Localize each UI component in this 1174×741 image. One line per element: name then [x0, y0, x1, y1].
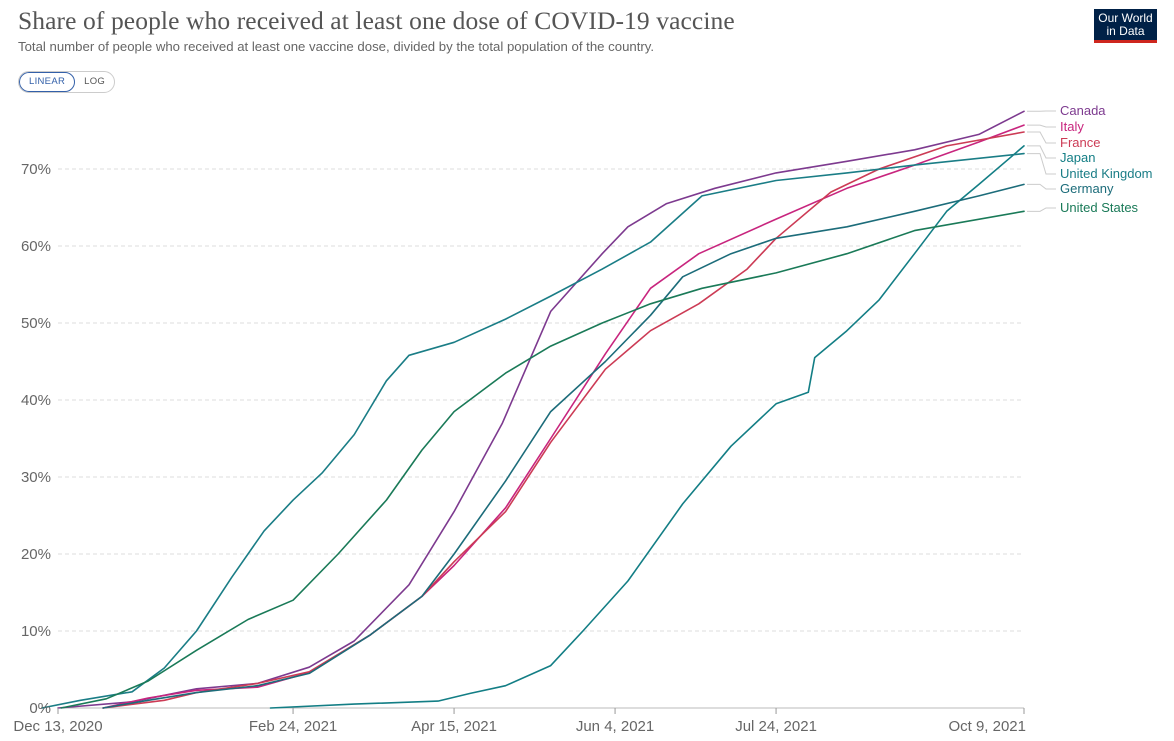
chart-title: Share of people who received at least on…	[18, 6, 735, 35]
series-label[interactable]: United States	[1060, 200, 1139, 215]
series-line-italy[interactable]	[102, 124, 1025, 709]
series-line-france[interactable]	[102, 131, 1025, 709]
series-line-japan[interactable]	[269, 145, 1025, 709]
log-scale-button[interactable]: LOG	[84, 76, 106, 87]
x-tick-label: Oct 9, 2021	[948, 718, 1026, 735]
series-line-canada[interactable]	[57, 110, 1025, 709]
linear-scale-button[interactable]: LINEAR	[19, 72, 76, 92]
x-tick-label: Feb 24, 2021	[249, 718, 337, 735]
axes: 0% 10% 20% 30% 40% 50% 60% 70% Dec 13, 2020 Feb 2…	[13, 161, 1026, 735]
series-label[interactable]: United Kingdom	[1060, 166, 1153, 181]
y-tick-label: 70%	[21, 161, 51, 178]
label-connector	[1027, 153, 1056, 175]
y-tick-label: 40%	[21, 392, 51, 409]
y-tick-label: 0%	[29, 700, 51, 717]
series-label[interactable]: Canada	[1060, 103, 1106, 118]
x-tick-label: Dec 13, 2020	[13, 718, 102, 735]
chart-subtitle: Total number of people who received at l…	[18, 39, 655, 54]
label-connector	[1027, 145, 1056, 159]
y-tick-label: 10%	[21, 623, 51, 640]
series-label[interactable]: Germany	[1060, 181, 1114, 196]
y-tick-label: 60%	[21, 238, 51, 255]
series-label[interactable]: Japan	[1060, 150, 1095, 165]
series-label[interactable]: France	[1060, 135, 1100, 150]
x-tick-label: Apr 15, 2021	[411, 718, 497, 735]
label-connector	[1027, 207, 1056, 212]
series-line-united-states[interactable]	[60, 210, 1025, 709]
logo-line-1: Our World	[1098, 11, 1153, 25]
logo-accent-bar	[1094, 40, 1157, 43]
series-label[interactable]: Italy	[1060, 119, 1084, 134]
label-connector	[1027, 124, 1056, 128]
logo-line-2: in Data	[1106, 24, 1145, 38]
grid	[58, 168, 1024, 709]
y-tick-label: 30%	[21, 469, 51, 486]
y-tick-label: 50%	[21, 315, 51, 332]
x-tick-label: Jul 24, 2021	[735, 718, 817, 735]
label-connector	[1027, 131, 1056, 144]
owid-logo[interactable]: Our World in Data	[1094, 9, 1157, 43]
y-tick-label: 20%	[21, 546, 51, 563]
x-tick-label: Jun 4, 2021	[576, 718, 654, 735]
scale-toggle: LINEAR LOG	[18, 71, 116, 93]
series-line-united-kingdom[interactable]	[41, 152, 1025, 709]
label-connector	[1027, 183, 1056, 190]
series-lines	[41, 110, 1025, 709]
series-line-germany[interactable]	[102, 183, 1025, 709]
